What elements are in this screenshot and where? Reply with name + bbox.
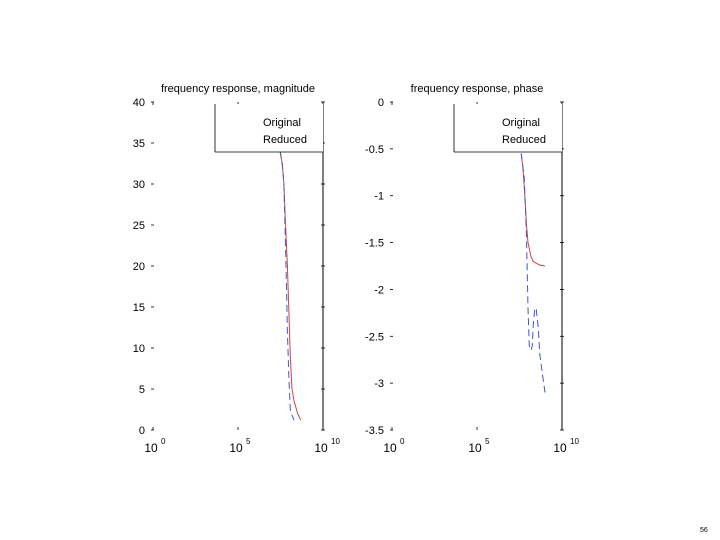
y-tick-label: 35 <box>133 138 145 150</box>
x-tick-label: 10 <box>553 441 567 455</box>
x-tick-label: 10 <box>144 441 158 455</box>
y-tick-label: -2.5 <box>365 331 384 343</box>
x-tick-label: 10 <box>229 441 243 455</box>
phase-plot: frequency response, phase -3.5 -3 -2.5 -2 -1.… <box>365 83 579 455</box>
legend-entry-reduced: Reduced <box>502 134 546 146</box>
y-tick-label: 30 <box>133 179 145 191</box>
y-tick-label: -3.5 <box>365 425 384 437</box>
legend-entry-original: Original <box>502 117 540 129</box>
legend-box <box>215 104 323 152</box>
legend-entry-original: Original <box>263 117 301 129</box>
x-tick-label: 10 <box>314 441 328 455</box>
series-line-original <box>520 153 546 267</box>
y-tick-label: -0.5 <box>365 144 384 156</box>
series-line-original <box>279 151 302 421</box>
y-tick-label: -2 <box>374 284 384 296</box>
y-tick-label: 25 <box>133 220 145 232</box>
x-tick-exponent: 0 <box>161 437 166 446</box>
x-tick-exponent: 0 <box>400 437 405 446</box>
x-tick-exponent: 10 <box>331 437 340 446</box>
y-tick-label: 40 <box>133 97 145 109</box>
series-line-reduced <box>520 153 546 393</box>
x-tick-label: 10 <box>383 441 397 455</box>
y-tick-label: 10 <box>133 343 145 355</box>
magnitude-plot: frequency response, magnitude05101520253… <box>133 83 341 455</box>
x-tick-exponent: 5 <box>246 437 251 446</box>
x-tick-exponent: 10 <box>570 437 579 446</box>
y-tick-label: -1.5 <box>365 238 384 250</box>
y-tick-label: 20 <box>133 261 145 273</box>
y-tick-label: 0 <box>139 425 145 437</box>
series-line-reduced <box>279 151 295 421</box>
chart-title: frequency response, phase <box>411 83 544 95</box>
y-tick-label: -3 <box>374 378 384 390</box>
chart-title: frequency response, magnitude <box>161 83 315 95</box>
y-tick-label: 15 <box>133 302 145 314</box>
y-tick-label: 0 <box>378 97 384 109</box>
page-number: 56 <box>700 527 708 534</box>
legend-box <box>454 104 562 152</box>
legend-entry-reduced: Reduced <box>263 134 307 146</box>
x-tick-exponent: 5 <box>485 437 490 446</box>
y-tick-label: 5 <box>139 384 145 396</box>
x-tick-label: 10 <box>468 441 482 455</box>
y-tick-label: -1 <box>374 191 384 203</box>
